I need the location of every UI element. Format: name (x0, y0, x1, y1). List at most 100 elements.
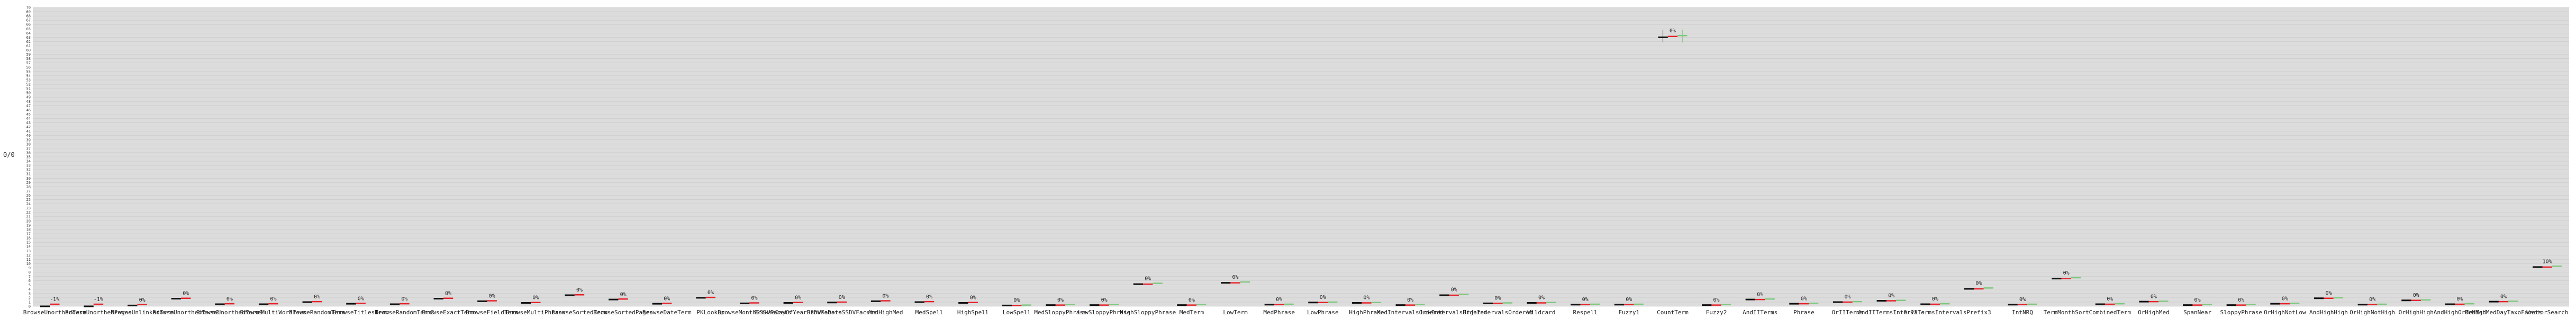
pct-label: 0% (2238, 297, 2244, 303)
x-tick-label: OrHighMedDayTaxoFacets (2465, 309, 2542, 316)
y-tick-label: 27 (26, 189, 31, 193)
y-tick-label: 65 (26, 27, 31, 31)
x-tick-label: HighIntervalsOrdered (1463, 309, 1532, 316)
category-group: 0% (2314, 290, 2344, 299)
category-group: 0% (128, 297, 147, 306)
x-tick-label: TermMonthSort (2044, 309, 2089, 316)
y-tick-label: 1 (29, 300, 31, 304)
x-tick-label: LowSloppyPhrase (1078, 309, 1130, 316)
y-tick-label: 51 (26, 87, 31, 91)
y-tick-label: 45 (26, 112, 31, 117)
x-tick-label: BrowseMonthSSDVFacets (718, 309, 791, 316)
y-tick-label: 58 (26, 57, 31, 61)
x-tick-label: SpanNear (2183, 309, 2211, 316)
pct-label: 0% (620, 292, 627, 297)
x-tick-label: CombinedTerm (2089, 309, 2131, 316)
pct-label: 0% (183, 291, 189, 297)
y-tick-label: 49 (26, 95, 31, 100)
y-tick-label: 52 (26, 83, 31, 87)
y-axis-label: 0/0 (3, 151, 15, 158)
category-group: 0% (1789, 296, 1819, 305)
pct-label: 0% (401, 296, 407, 302)
category-group: 0% (609, 292, 628, 301)
pct-label: 0% (839, 295, 845, 301)
category-group: 0% (1964, 280, 1993, 290)
category-group: 0% (2401, 293, 2431, 302)
x-tick-label: BrowseRandomTerm2 (375, 309, 434, 316)
category-group: 0% (1177, 297, 1207, 306)
pct-label: 0% (795, 295, 801, 301)
category-group: 0% (1046, 297, 1075, 306)
pct-label: 0% (1757, 292, 1763, 297)
pct-label: 0% (2107, 296, 2113, 302)
x-tick-label: MedSpell (915, 309, 944, 316)
pct-label: 0% (1713, 297, 1720, 303)
category-group: 0% (1658, 28, 1688, 43)
pct-label: 0% (2063, 270, 2070, 276)
x-tick-label: MedPhrase (1263, 309, 1295, 316)
y-tick-label: 47 (26, 104, 31, 108)
category-group: 0% (1002, 298, 1031, 306)
pct-label: 0% (1057, 297, 1064, 303)
y-tick-label: 23 (26, 206, 31, 210)
category-group: 0% (1876, 293, 1906, 302)
y-tick-label: 66 (26, 23, 31, 27)
x-tick-label: MedTerm (1180, 309, 1204, 316)
category-group: 0% (739, 296, 759, 304)
y-tick-label: 53 (26, 78, 31, 82)
pct-label: 0% (1932, 296, 1938, 302)
category-group: 0% (1833, 294, 1863, 303)
y-tick-label: 9 (29, 266, 31, 270)
y-tick-label: 57 (26, 61, 31, 65)
pct-label: 0% (2369, 297, 2375, 303)
y-tick-label: 50 (26, 91, 31, 95)
x-tick-label: MedSloppyPhrase (1034, 309, 1086, 316)
y-tick-label: 34 (26, 160, 31, 164)
x-tick-label: OrHighMed (2138, 309, 2170, 316)
category-group: 0% (1352, 295, 1382, 304)
pct-label: 0% (751, 296, 758, 302)
y-tick-label: 28 (26, 185, 31, 189)
pct-label: -1% (94, 297, 103, 303)
y-tick-label: 31 (26, 172, 31, 176)
category-group: 0% (1571, 297, 1600, 306)
x-tick-label: Prefix3 (1966, 309, 1991, 316)
x-tick-label: HighSloppyPhrase (1120, 309, 1176, 316)
x-tick-label: OrHighHigh (2399, 309, 2434, 316)
y-tick-label: 63 (26, 36, 31, 40)
category-group: 0% (477, 294, 497, 302)
x-tick-label: OrHighNotHigh (2350, 309, 2395, 316)
y-tick-label: 12 (26, 253, 31, 258)
category-group: 0% (2270, 296, 2300, 305)
category-group: 0% (2052, 270, 2081, 280)
pct-label: 0% (358, 296, 364, 302)
category-group: 0% (389, 296, 410, 305)
x-tick-label: OrHighNotLow (2264, 309, 2306, 316)
y-tick-label: 68 (26, 14, 31, 19)
pct-label: 0% (926, 294, 932, 300)
x-tick-label: BrowseFieldTerm (466, 309, 519, 316)
pct-label: 0% (314, 294, 320, 300)
x-tick-label: LowTerm (1223, 309, 1248, 316)
y-tick-label: 48 (26, 100, 31, 104)
x-tick-label: IntNRQ (2012, 309, 2033, 316)
category-group: 0% (2008, 297, 2037, 306)
y-tick-label: 0 (29, 305, 31, 309)
pct-label: 0% (2413, 293, 2419, 298)
pct-label: 0% (1538, 295, 1545, 301)
pct-label: 0% (270, 296, 276, 302)
y-tick-label: 3 (29, 292, 31, 296)
x-tick-label: BrowseUnlinkedTerm (111, 309, 174, 316)
pct-label: 0% (1101, 297, 1108, 303)
pct-label: 0% (664, 296, 670, 302)
category-group: 0% (2445, 296, 2474, 305)
category-group: 0% (1308, 295, 1338, 304)
y-tick-label: 13 (26, 249, 31, 253)
x-tick-label: BrowseRandomTerm (289, 309, 345, 316)
pct-label: 0% (1670, 28, 1676, 34)
x-tick-label: BrowseSortedTerm (551, 309, 607, 316)
x-tick-label: BrowseExactTerm (422, 309, 475, 316)
pct-label: 0% (2019, 297, 2026, 303)
category-group: 0% (914, 294, 935, 303)
x-tick-label: HighPhrase (1349, 309, 1384, 316)
